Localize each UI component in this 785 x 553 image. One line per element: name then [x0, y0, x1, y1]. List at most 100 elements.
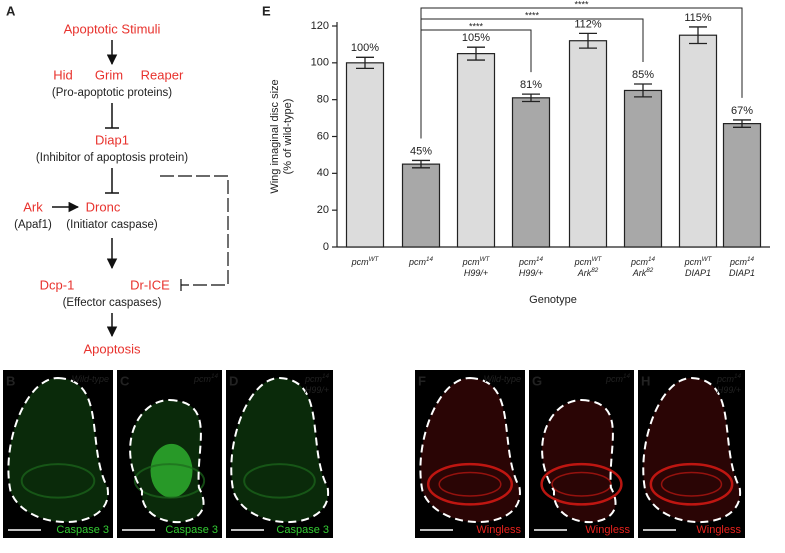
genotype-line2-text: H99/+ [717, 385, 741, 395]
genotype-label: pcm14 [729, 256, 755, 268]
genotype-sup: 14 [536, 256, 544, 263]
tissue [643, 378, 741, 523]
genotype-label: pcm14 [408, 256, 434, 268]
y-tick-label: 80 [317, 94, 329, 106]
value-label: 85% [632, 69, 654, 81]
inhibit [105, 168, 119, 194]
stain-label: Caspase 3 [276, 524, 329, 536]
genotype-name: pcm [193, 374, 212, 384]
note: (Inhibitor of apoptosis protein) [36, 152, 188, 164]
genotype-label: pcmWT [574, 256, 603, 268]
genotype-name: pcm [574, 257, 593, 267]
genotype-name: pcm [630, 257, 649, 267]
node: Hid [53, 67, 73, 82]
genotype-line2-text: Ark [577, 268, 592, 278]
value-label: 45% [410, 145, 432, 157]
genotype-label: pcm14 [518, 256, 544, 268]
genotype-name: pcm [304, 374, 323, 384]
genotype-sup: WT [592, 256, 603, 263]
error-bar [579, 32, 597, 49]
value-label: 105% [462, 32, 490, 44]
node: Dronc [86, 199, 121, 214]
y-tick-label: 20 [317, 204, 329, 216]
note: (Apaf1) [14, 219, 52, 231]
tissue [542, 400, 616, 523]
error-bar [634, 83, 652, 98]
stain-label: Wingless [476, 524, 521, 536]
bar [623, 89, 663, 248]
node: Dr-ICE [130, 277, 170, 292]
signal-ring [660, 471, 723, 497]
panel-label: F [418, 373, 426, 388]
inhibit [105, 103, 119, 129]
genotype-line2: H99/+ [464, 268, 488, 278]
signal-ring [243, 463, 316, 499]
y-axis-label: Wing imaginal disc size(% of wild-type) [269, 79, 294, 193]
note: (Initiator caspase) [66, 219, 158, 231]
stain-label: Wingless [696, 524, 741, 536]
error-bar [733, 119, 751, 128]
node: Reaper [141, 67, 184, 82]
genotype-label: pcm14 [605, 373, 631, 385]
node: Ark [23, 199, 43, 214]
y-tick-label: 0 [323, 241, 329, 253]
x-axis-label: Genotype [529, 294, 577, 306]
signal-ring [20, 463, 96, 499]
genotype-line2: Ark82 [577, 267, 599, 279]
y-tick-label: 60 [317, 130, 329, 142]
y-tick-label: 100 [311, 57, 329, 69]
note: (Pro-apoptotic proteins) [52, 87, 172, 99]
signal [150, 443, 193, 498]
bar [456, 53, 496, 248]
panel-label: G [532, 373, 542, 388]
stain-label: Caspase 3 [165, 524, 218, 536]
error-bar [356, 56, 374, 70]
tissue [420, 378, 520, 523]
genotype-sup: 14 [322, 373, 330, 380]
genotype-line2: H99/+ [519, 268, 543, 278]
bar [722, 123, 762, 248]
value-label: 112% [574, 18, 602, 30]
genotype-sup: 14 [747, 256, 755, 263]
genotype-line2: H99/+ [717, 385, 741, 395]
node: Apoptotic Stimuli [64, 21, 161, 36]
significance-label: **** [574, 0, 589, 9]
value-label: 100% [351, 42, 379, 54]
panel-label: B [6, 373, 15, 388]
genotype-sup: 14 [211, 373, 219, 380]
node: Dcp-1 [40, 277, 75, 292]
genotype-label: pcm14 [193, 373, 219, 385]
genotype-name: pcm [729, 257, 748, 267]
stain-label: Wingless [585, 524, 630, 536]
genotype-label: pcmWT [351, 256, 380, 268]
genotype-line2-text: DIAP1 [685, 268, 711, 278]
genotype-sup: 14 [734, 373, 742, 380]
genotype-name: pcm [351, 257, 370, 267]
bar [511, 97, 551, 248]
genotype-name: pcm [408, 257, 427, 267]
error-bar [412, 159, 430, 169]
genotype-sup: 14 [623, 373, 631, 380]
genotype-name: pcm [716, 374, 735, 384]
genotype-sup: 14 [648, 256, 656, 263]
bar [345, 62, 385, 248]
genotype-line2-text: Ark [632, 268, 647, 278]
value-label: 115% [684, 12, 712, 24]
error-bar [467, 46, 485, 61]
signal-ring [426, 462, 514, 506]
bar [568, 40, 608, 248]
panel-label: E [262, 3, 271, 18]
significance-label: **** [469, 21, 484, 31]
panel-label: C [120, 373, 130, 388]
panel-label: D [229, 373, 238, 388]
y-axis-label-line: Wing imaginal disc size [269, 79, 281, 193]
genotype-sup: WT [702, 256, 713, 263]
genotype-name: pcm [605, 374, 624, 384]
genotype-sup: 14 [426, 256, 434, 263]
genotype-label: pcm14 [716, 373, 742, 385]
genotype-name: pcm [518, 257, 537, 267]
tissue [231, 378, 329, 523]
significance-bracket [420, 7, 743, 139]
panel-label: A [6, 3, 16, 18]
value-label: 81% [520, 79, 542, 91]
